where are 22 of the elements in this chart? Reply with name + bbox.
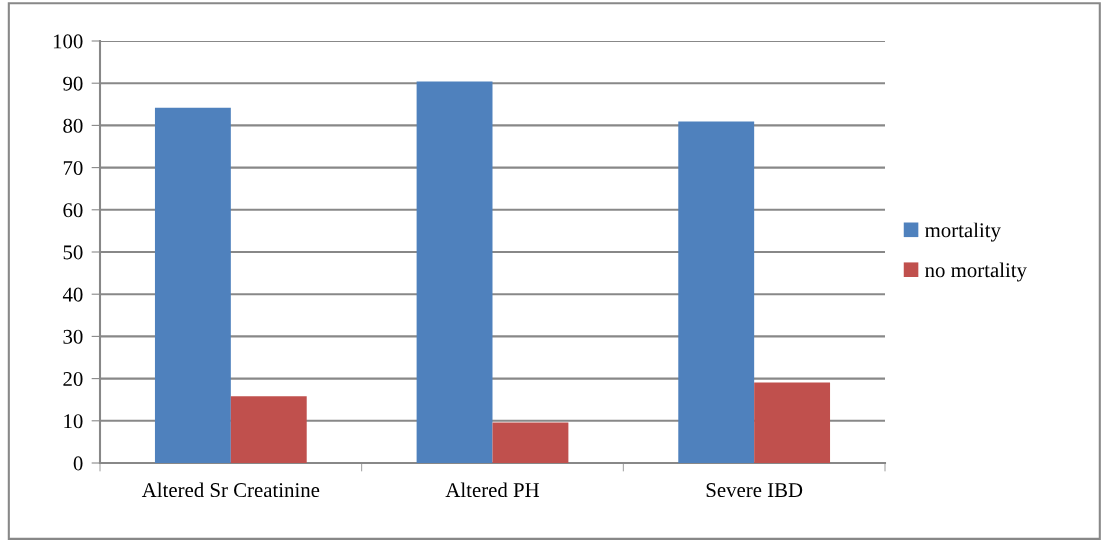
y-tick-label: 30 bbox=[63, 329, 83, 344]
y-tick-label: 20 bbox=[63, 371, 83, 387]
y-tick-label: 40 bbox=[62, 287, 83, 302]
x-tick-label: Severe IBD bbox=[706, 483, 803, 498]
y-tick-label: 10 bbox=[64, 414, 83, 429]
bar bbox=[230, 396, 307, 463]
bar bbox=[492, 422, 569, 463]
y-tick-label: 60 bbox=[63, 203, 83, 218]
bar bbox=[754, 382, 831, 463]
x-tick-label: Altered PH bbox=[445, 482, 540, 498]
y-tick-label: 80 bbox=[63, 118, 83, 133]
bar bbox=[416, 81, 493, 463]
y-tick-label: 0 bbox=[73, 456, 83, 471]
y-tick-label: 70 bbox=[63, 160, 83, 176]
bar bbox=[678, 121, 755, 463]
x-tick-label: Altered Sr Creatinine bbox=[141, 482, 320, 498]
legend-label: mortality bbox=[925, 222, 1001, 242]
y-tick-label: 90 bbox=[63, 76, 83, 91]
y-tick-label: 100 bbox=[53, 34, 83, 49]
legend-label: no mortality bbox=[925, 262, 1027, 282]
y-tick-label: 50 bbox=[63, 245, 83, 260]
bar bbox=[154, 107, 231, 463]
